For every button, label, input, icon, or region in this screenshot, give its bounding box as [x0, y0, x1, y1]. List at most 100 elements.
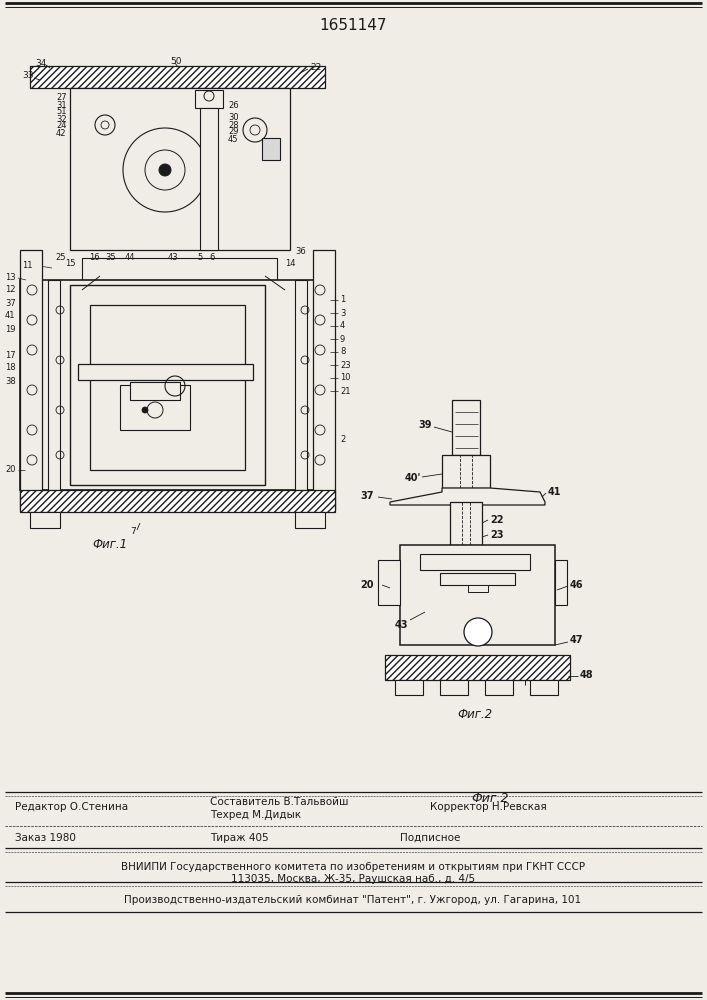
Text: 43: 43: [395, 620, 409, 630]
Bar: [395, 680, 423, 695]
Text: Подписное: Подписное: [400, 833, 460, 843]
Bar: [440, 573, 515, 585]
Text: Составитель В.Тальвойш: Составитель В.Тальвойш: [210, 797, 349, 807]
Text: 20: 20: [5, 466, 16, 475]
Bar: [120, 385, 190, 430]
Text: 5: 5: [197, 253, 202, 262]
Bar: [70, 88, 290, 250]
Text: 24: 24: [56, 121, 66, 130]
Circle shape: [464, 618, 492, 646]
Text: 44: 44: [125, 253, 136, 262]
Text: 26: 26: [228, 101, 239, 109]
Text: Тираж 405: Тираж 405: [210, 833, 269, 843]
Bar: [420, 554, 530, 570]
Bar: [90, 305, 245, 470]
Bar: [82, 258, 277, 280]
Polygon shape: [390, 488, 545, 505]
Bar: [195, 90, 223, 108]
Text: 11: 11: [22, 260, 33, 269]
Text: 37: 37: [360, 491, 373, 501]
Bar: [295, 280, 307, 490]
Text: 23: 23: [340, 360, 351, 369]
Text: 13: 13: [5, 273, 16, 282]
Text: 50: 50: [170, 56, 182, 66]
Bar: [400, 545, 555, 645]
Bar: [450, 502, 482, 545]
Text: 3: 3: [340, 308, 346, 318]
Text: 1: 1: [340, 296, 345, 304]
Bar: [78, 364, 253, 380]
Bar: [20, 490, 335, 512]
Text: 46: 46: [570, 580, 583, 590]
Text: 14: 14: [285, 258, 296, 267]
Text: 8: 8: [340, 348, 346, 357]
Text: 18: 18: [5, 363, 16, 372]
Text: Фиг.2: Фиг.2: [472, 792, 509, 804]
Text: 9: 9: [340, 334, 345, 344]
Text: 48: 48: [580, 670, 594, 680]
Bar: [442, 455, 490, 488]
Bar: [313, 250, 335, 510]
Text: 23: 23: [490, 530, 503, 540]
Text: 21: 21: [340, 386, 351, 395]
Text: 113035, Москва, Ж-35, Раушская наб., д. 4/5: 113035, Москва, Ж-35, Раушская наб., д. …: [231, 874, 475, 884]
Text: 12: 12: [5, 286, 16, 294]
Bar: [295, 512, 325, 528]
Text: Редактор О.Стенина: Редактор О.Стенина: [15, 802, 128, 812]
Text: 34: 34: [35, 58, 47, 68]
Bar: [70, 285, 265, 485]
Text: Заказ 1980: Заказ 1980: [15, 833, 76, 843]
Text: Производственно-издательский комбинат "Патент", г. Ужгород, ул. Гагарина, 101: Производственно-издательский комбинат "П…: [124, 895, 582, 905]
Text: 19: 19: [5, 324, 16, 334]
Bar: [130, 382, 180, 400]
Text: 33: 33: [22, 72, 33, 81]
Text: 29: 29: [228, 127, 238, 136]
Bar: [385, 655, 570, 680]
Text: 22: 22: [490, 515, 503, 525]
Text: Фиг.1: Фиг.1: [93, 538, 127, 552]
Bar: [200, 108, 218, 250]
Text: 15: 15: [65, 258, 76, 267]
Text: 28: 28: [228, 120, 239, 129]
Text: ВНИИПИ Государственного комитета по изобретениям и открытиям при ГКНТ СССР: ВНИИПИ Государственного комитета по изоб…: [121, 862, 585, 872]
Text: 51: 51: [56, 107, 66, 116]
Bar: [468, 585, 488, 592]
Bar: [378, 560, 400, 605]
Bar: [440, 680, 468, 695]
Text: 37: 37: [5, 298, 16, 308]
Text: 27: 27: [56, 94, 66, 103]
Text: 25: 25: [55, 253, 66, 262]
Bar: [452, 400, 480, 455]
Bar: [100, 262, 265, 276]
Text: 17: 17: [5, 351, 16, 360]
Text: 2: 2: [340, 436, 345, 444]
Text: 43: 43: [168, 253, 179, 262]
Text: 41: 41: [5, 312, 16, 320]
Bar: [20, 280, 335, 490]
Circle shape: [142, 407, 148, 413]
Text: 39: 39: [418, 420, 431, 430]
Bar: [30, 66, 325, 88]
Bar: [20, 250, 42, 510]
Text: 32: 32: [56, 114, 66, 123]
Text: 10: 10: [340, 373, 351, 382]
Text: 4: 4: [340, 322, 345, 330]
Text: 6: 6: [209, 253, 214, 262]
Bar: [48, 280, 60, 490]
Bar: [530, 680, 558, 695]
Text: 35: 35: [105, 253, 116, 262]
Bar: [555, 560, 567, 605]
Text: 22: 22: [310, 64, 321, 73]
Bar: [485, 680, 513, 695]
Text: 16: 16: [89, 253, 100, 262]
Text: 38: 38: [5, 376, 16, 385]
Text: 31: 31: [56, 101, 66, 109]
Text: Техред М.Дидык: Техред М.Дидык: [210, 810, 301, 820]
Bar: [30, 512, 60, 528]
Circle shape: [159, 164, 171, 176]
Text: 30: 30: [228, 113, 239, 122]
Text: 7: 7: [130, 528, 136, 536]
Text: 36: 36: [295, 247, 305, 256]
Text: 20: 20: [360, 580, 373, 590]
Text: 47: 47: [570, 635, 583, 645]
